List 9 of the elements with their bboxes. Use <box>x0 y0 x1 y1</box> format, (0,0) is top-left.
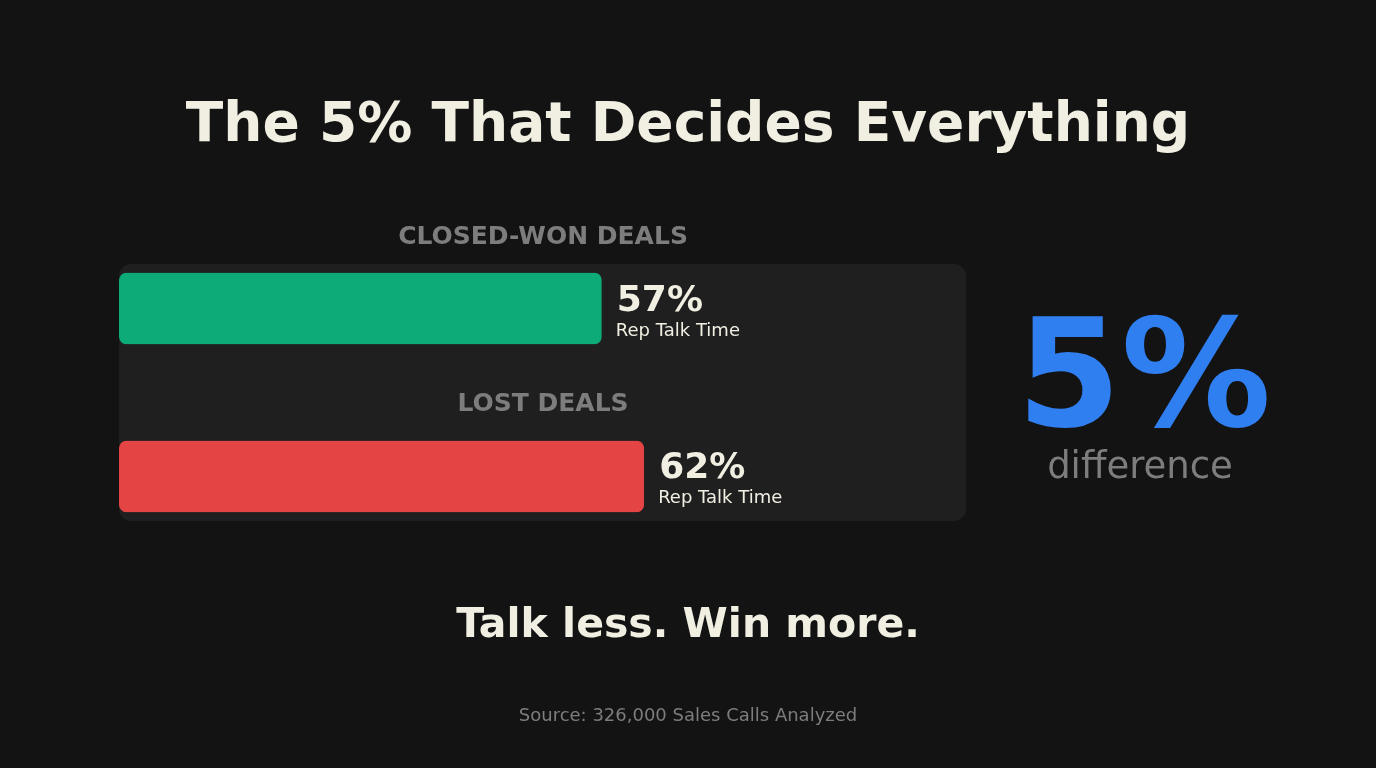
data-label: 57% <box>616 277 703 319</box>
y-tick-label: LOST DEALS <box>457 388 629 418</box>
annotation: Rep Talk Time <box>615 318 740 340</box>
y-tick-label: CLOSED-WON DEALS <box>398 220 688 250</box>
chart-title: The 5% That Decides Everything <box>185 90 1191 155</box>
text: Talk less. Win more. <box>456 599 920 647</box>
annotation: Rep Talk Time <box>658 486 783 508</box>
data-label: 62% <box>659 445 746 487</box>
source-note: Source: 326,000 Sales Calls Analyzed <box>518 704 858 725</box>
